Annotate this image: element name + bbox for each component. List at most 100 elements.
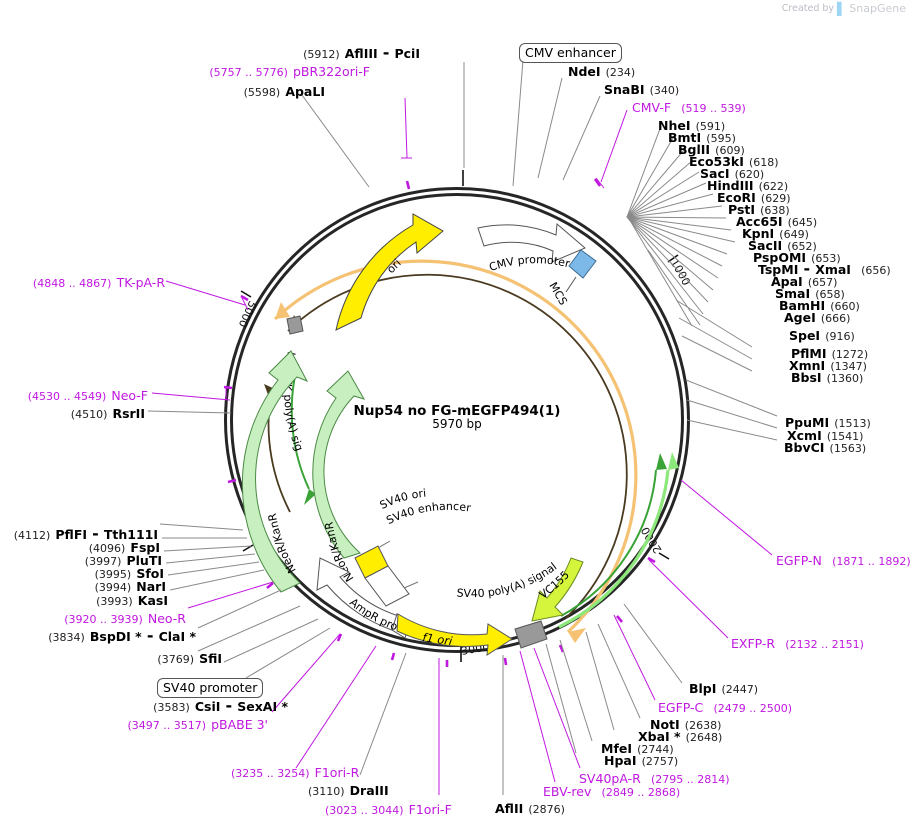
label-cmv-f[interactable]: CMV-F (519 .. 539) [632,97,746,116]
feature-cmv-promoter[interactable] [477,222,586,263]
label-separator: - [146,626,154,645]
label-position: (916) [825,330,855,343]
label-fspI[interactable]: (4096) FspI [10,537,160,556]
label-csiI-sexAI[interactable]: (3583) CsiI - SexAI * [10,696,288,715]
label-position: (652) [787,240,817,253]
label-position: (2648) [685,731,723,744]
feature-neor-kanr-2[interactable] [312,370,366,559]
label-bglII[interactable]: BglII (609) [678,139,745,158]
label-nheI[interactable]: NheI (591) [658,115,725,134]
label-egfp-c[interactable]: EGFP-C (2479 .. 2500) [658,697,792,716]
label-sfiI[interactable]: (3769) SfiI [10,648,222,667]
label-xbaI[interactable]: XbaI * (2648) [638,726,722,745]
label-cmv-enhancer[interactable]: CMV enhancer [519,42,622,63]
feature-hsv-tk-polya[interactable] [286,315,304,335]
label-f1ori-r[interactable]: (3235 .. 3254) F1ori-R [231,762,359,781]
label-pspOMI[interactable]: PspOMI (653) [753,247,841,266]
label-acc65I[interactable]: Acc65I (645) [736,211,817,230]
watermark-brand: SnapGene [849,2,906,15]
label-xcmI[interactable]: XcmI (1541) [787,425,863,444]
label-draIII[interactable]: (3110) DraIII [308,780,389,799]
label-rsrII[interactable]: (4510) RsrII [10,403,145,422]
label-narI[interactable]: (3994) NarI [10,576,166,595]
label-bbvCI[interactable]: BbvCI (1563) [784,437,866,456]
label-xmnI[interactable]: XmnI (1347) [789,355,867,374]
label-exfp-r[interactable]: EXFP-R (2132 .. 2151) [731,633,864,652]
label-enzyme-name: EcoRI [717,190,756,205]
label-snaBI[interactable]: SnaBI (340) [604,79,679,98]
label-tspMI-xmaI[interactable]: TspMI - XmaI (656) [758,259,891,278]
label-sacI[interactable]: SacI (620) [700,163,764,182]
label-speI[interactable]: SpeI (916) [789,325,855,344]
feature-neor-kanr-1[interactable] [241,350,309,593]
label-pbr322ori-f[interactable]: (5757 .. 5776) pBR322ori-F [70,61,370,80]
label-enzyme-name-2: ClaI * [158,629,196,644]
label-position: (340) [649,84,680,97]
label-hpaI[interactable]: HpaI (2757) [604,750,678,769]
label-position: (3994) [94,581,132,594]
label-enzyme-name: AflII [495,801,524,816]
label-eco53kI[interactable]: Eco53kI (618) [689,151,779,170]
label-pbabe-3prime[interactable]: (3497 .. 3517) pBABE 3' [10,714,268,733]
label-ageI[interactable]: AgeI (666) [784,307,850,326]
label-enzyme-name: Acc65I [736,214,783,229]
label-pluTI[interactable]: (3997) PluTI [10,550,162,569]
label-neo-r[interactable]: (3920 .. 3939) Neo-R [10,608,186,627]
label-sv40-promoter[interactable]: SV40 promoter [157,677,264,698]
label-sv40pa-r[interactable]: SV40pA-R (2795 .. 2814) [579,768,730,787]
label-bmtI[interactable]: BmtI (595) [668,127,736,146]
label-apaLI[interactable]: (5598) ApaLI [60,81,325,100]
label-pstI[interactable]: PstI (638) [728,199,790,218]
label-aflIII-pciI[interactable]: (5912) AflIII - PciI [120,43,420,62]
label-sfoI[interactable]: (3995) SfoI [10,563,164,582]
label-mfeI[interactable]: MfeI (2744) [601,738,674,757]
label-position: (3583) [153,701,190,714]
label-position: (3993) [96,595,133,608]
label-aflII[interactable]: AflII (2876) [495,798,565,817]
label-tk-pa-r[interactable]: (4848 .. 4867) TK-pA-R [10,272,165,291]
snapgene-logo-icon: ▌ [837,1,847,16]
label-pflMI[interactable]: PflMI (1272) [791,343,868,362]
label-pflFI-tth111I[interactable]: (4112) PflFI - Tth111I [0,524,158,543]
label-enzyme-name: NarI [136,579,166,594]
label-position: (595) [706,132,736,145]
feature-sv40-enhancer[interactable] [364,565,419,607]
label-smaI[interactable]: SmaI (658) [775,283,845,302]
label-position: (657) [807,276,838,289]
label-bamHI[interactable]: BamHI (660) [779,295,860,314]
label-primer-name: TK-pA-R [116,275,165,290]
feature-ori[interactable] [335,213,444,331]
label-sacII[interactable]: SacII (652) [748,235,817,254]
label-notI[interactable]: NotI (2638) [650,714,721,733]
label-kpnI[interactable]: KpnI (649) [742,223,809,242]
label-enzyme-name: MfeI [601,741,633,756]
label-neo-f[interactable]: (4530 .. 4549) Neo-F [5,385,148,404]
label-primer-name: Neo-F [111,388,148,403]
label-position: (1541) [826,430,864,443]
label-position: (519 .. 539) [681,102,746,115]
label-bspDI-claI[interactable]: (3834) BspDI * - ClaI * [10,626,196,645]
label-blpI[interactable]: BlpI (2447) [689,678,758,697]
feature-mcs[interactable] [565,249,597,293]
feature-vc155[interactable] [531,557,584,622]
feature-f1-ori[interactable]: f1 ori [396,613,513,656]
label-ebv-rev[interactable]: EBV-rev (2849 .. 2868) [543,781,680,800]
label-egfp-n[interactable]: EGFP-N (1871 .. 1892) [776,550,911,569]
feature-sv40-polya[interactable] [514,620,548,649]
label-f1ori-f[interactable]: (3023 .. 3044) F1ori-F [325,799,452,818]
label-ppuMI[interactable]: PpuMI (1513) [785,412,871,431]
label-kasI[interactable]: (3993) KasI [10,590,168,609]
label-position: (618) [749,156,779,169]
label-bbsI[interactable]: BbsI (1360) [791,367,863,386]
label-enzyme-name: PstI [728,202,756,217]
label-hindIII[interactable]: HindIII (622) [707,175,788,194]
label-ndeI[interactable]: NdeI (234) [568,61,635,80]
label-enzyme-name: CsiI [194,699,221,714]
label-enzyme-name: AgeI [784,310,816,325]
label-ecoRI[interactable]: EcoRI (629) [717,187,791,206]
label-apaI[interactable]: ApaI (657) [771,271,837,290]
label-position: (3997) [84,555,122,568]
label-position: (649) [779,228,809,241]
label-enzyme-name: FspI [130,540,160,555]
